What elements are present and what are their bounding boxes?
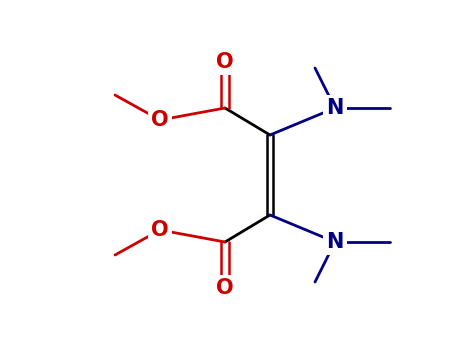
Text: N: N [326,98,344,118]
Text: O: O [216,278,234,298]
Text: O: O [216,52,234,72]
Text: O: O [151,110,169,130]
Text: N: N [326,232,344,252]
Text: O: O [151,220,169,240]
